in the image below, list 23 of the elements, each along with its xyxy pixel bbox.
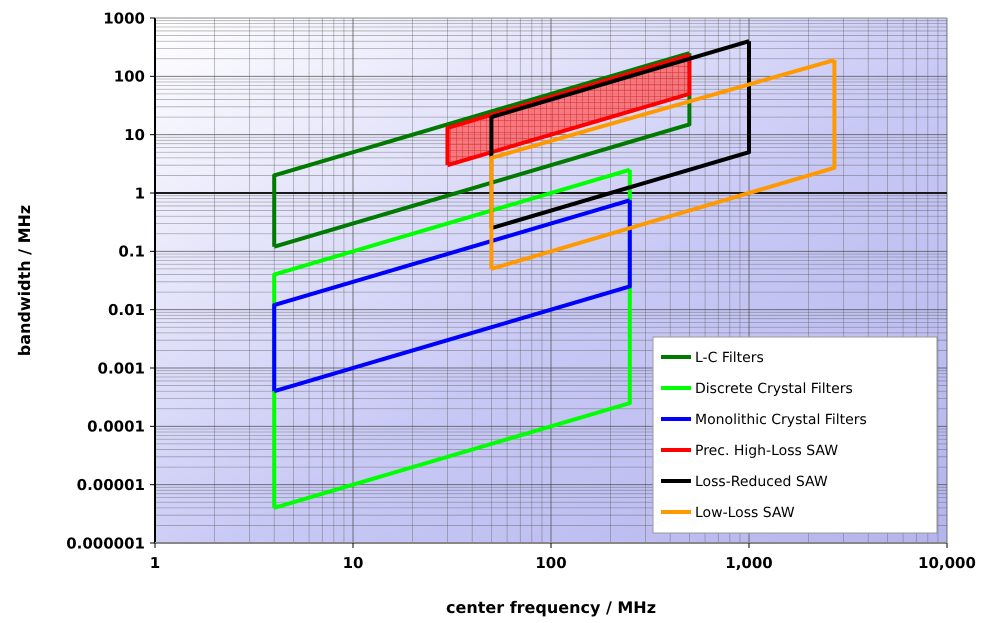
legend-label: Loss-Reduced SAW [695,474,828,490]
y-tick-label: 100 [114,68,145,86]
x-tick-label: 1,000 [725,554,773,572]
y-tick-label: 0.00001 [76,476,145,494]
y-tick-label: 0.01 [108,300,145,319]
y-tick-label: 0.001 [98,359,145,378]
legend-label: Discrete Crystal Filters [695,380,853,397]
y-tick-label: 0.000001 [66,534,145,552]
x-tick-label: 1 [150,554,160,572]
y-tick-label: 1000 [103,9,145,28]
legend-label: Monolithic Crystal Filters [695,412,867,428]
x-tick-label: 100 [535,554,567,572]
y-tick-label: 0.1 [118,242,145,261]
y-tick-label: 1 [134,184,145,202]
legend-label: Prec. High-Loss SAW [695,442,838,459]
x-tick-label: 10 [342,554,364,572]
legend-label: Low-Loss SAW [695,504,795,521]
y-axis-title: bandwidth / MHz [15,204,34,356]
y-tick-label: 10 [124,126,145,144]
x-axis-title: center frequency / MHz [446,598,656,617]
legend-label: L-C Filters [695,350,764,366]
x-tick-label: 10,000 [918,554,976,572]
y-tick-label: 0.0001 [87,418,145,436]
